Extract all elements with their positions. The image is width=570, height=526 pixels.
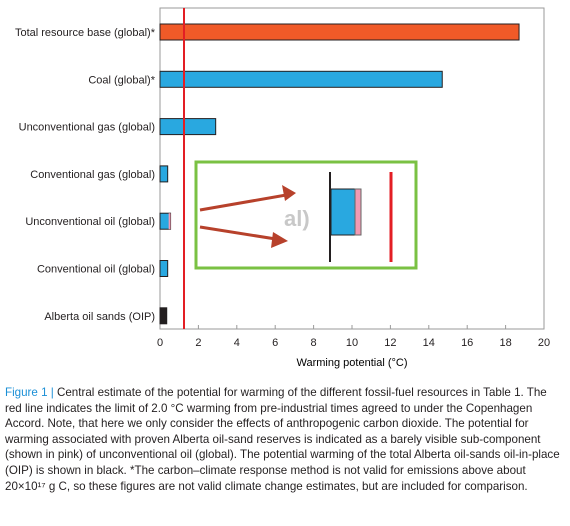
figure-caption: Figure 1 | Central estimate of the poten… bbox=[5, 385, 563, 494]
figure-label: Figure 1 | bbox=[5, 386, 54, 399]
x-tick-label: 12 bbox=[384, 337, 396, 349]
caption-text: Central estimate of the potential for wa… bbox=[5, 386, 560, 493]
category-label-unconventional-gas-global: Unconventional gas (global) bbox=[19, 122, 155, 134]
category-label-conventional-gas-global: Conventional gas (global) bbox=[30, 169, 155, 181]
x-tick-label: 20 bbox=[538, 337, 550, 349]
bar-conventional-oil-global bbox=[159, 260, 169, 277]
x-axis-label: Warming potential (°C) bbox=[297, 357, 408, 369]
inset-arrow-upper-head-icon bbox=[282, 185, 296, 201]
category-label-unconventional-oil-global: Unconventional oil (global) bbox=[25, 216, 155, 228]
bar-alberta-oil-sands-oip bbox=[159, 307, 168, 325]
x-tick-label: 4 bbox=[234, 337, 240, 349]
inset-arrow-upper-icon bbox=[199, 192, 293, 212]
category-label-conventional-oil-global: Conventional oil (global) bbox=[37, 264, 155, 276]
x-tick-label: 16 bbox=[461, 337, 473, 349]
zoom-inset: al) bbox=[194, 160, 418, 270]
inset-arrow-lower-icon bbox=[199, 225, 283, 242]
x-tick-label: 8 bbox=[311, 337, 317, 349]
x-tick-label: 10 bbox=[346, 337, 358, 349]
category-label-alberta-oil-sands-oip: Alberta oil sands (OIP) bbox=[44, 311, 155, 323]
inset-bar-unconventional-oil bbox=[330, 188, 356, 236]
inset-border bbox=[194, 160, 418, 270]
category-labels: Total resource base (global)* Coal (globa… bbox=[15, 27, 156, 323]
bar-coal-global bbox=[159, 70, 443, 88]
bar-conventional-gas-global bbox=[159, 165, 169, 183]
bar-subcomponent-alberta-proven-reserves bbox=[168, 213, 171, 230]
bars bbox=[159, 23, 520, 325]
inset-arrow-lower-head-icon bbox=[271, 232, 288, 248]
x-tick-label: 14 bbox=[423, 337, 435, 349]
inset-bar-alberta-proven-subcomponent bbox=[354, 188, 362, 236]
inset-label-fragment: al) bbox=[284, 206, 310, 231]
bar-total-resource-base-global bbox=[159, 23, 520, 41]
warming-potential-chart: Total resource base (global)* Coal (globa… bbox=[15, 7, 550, 369]
x-tick-label: 0 bbox=[157, 337, 163, 349]
x-tick-label: 2 bbox=[195, 337, 201, 349]
x-axis-ticks: 0 2 4 6 8 10 12 14 16 18 20 bbox=[157, 325, 550, 349]
bar-unconventional-gas-global bbox=[159, 118, 217, 136]
category-label-total-resource-base-global: Total resource base (global)* bbox=[15, 27, 156, 39]
category-label-coal-global: Coal (global)* bbox=[88, 74, 155, 86]
x-tick-label: 18 bbox=[499, 337, 511, 349]
x-tick-label: 6 bbox=[272, 337, 278, 349]
